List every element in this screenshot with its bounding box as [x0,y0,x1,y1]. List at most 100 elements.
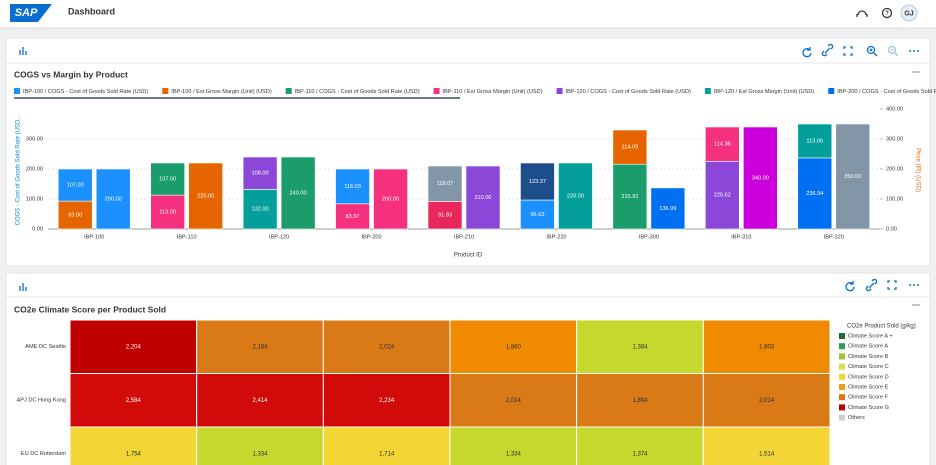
shell-bar [0,0,936,28]
bar-segment [705,161,740,230]
y2-tick-label: 100.00 [886,196,903,202]
y2-axis-title: Price (IR) (USD) [914,148,920,192]
cell-label: 1,860 [506,344,522,350]
heat-cell [576,373,704,428]
x-tick-label: IBP-320 [824,234,844,240]
heat-cell [196,426,324,465]
legend-swatch [839,373,845,380]
bar-segment [797,123,833,159]
heat-cell [449,426,578,465]
value-label: 340.00 [752,175,769,181]
legend-swatch [839,343,845,350]
legend-swatch [828,88,835,94]
chart-icon[interactable] [19,47,27,55]
x-tick-label: IBP-120 [269,234,289,240]
legend-label: Climate Score A + [848,333,893,339]
legend-label: Climate Score B [848,354,889,360]
legend-swatch [839,404,845,411]
link-icon[interactable] [821,43,834,57]
bar-segment [835,123,871,230]
value-label: 114.38 [714,142,731,148]
legend-swatch [839,363,845,370]
avatar[interactable] [900,4,918,22]
avatar-initials[interactable]: GJ [904,10,913,17]
bar-segment [280,156,316,230]
x-tick-label: IBP-220 [546,234,566,240]
refresh-icon[interactable] [845,281,855,292]
bar-segment [705,126,740,162]
zoom-out-icon[interactable] [887,45,899,57]
heat-cell [449,319,578,374]
link-icon[interactable] [865,278,878,292]
bar-segment [335,168,370,205]
logo[interactable]: SAP [15,7,38,19]
row-label: APJ DC Hong Kong [17,398,66,404]
more-icon[interactable] [909,284,919,286]
x-tick-label: IBP-210 [454,234,474,240]
legend-label: IBP-110 / Est Gross Margin (Unit) (USD) [443,89,543,95]
value-label: 91.93 [438,213,452,219]
legend-label: IBP-120 / COGS - Cost of Goods Sold Rate… [566,89,691,95]
cell-label: 1,334 [506,451,522,457]
value-label: 350.00 [844,174,861,180]
value-label: 96.63 [530,212,544,218]
value-label: 123.37 [529,179,546,185]
bar-segment [612,129,648,165]
info-glyph: ? [885,11,889,17]
y-tick-label: 0.00 [32,226,43,232]
heat-cell [702,426,831,465]
value-label: 236.94 [806,191,823,197]
y-axis-title: COGS - Cost of Goods Sold Rate (USD... [16,114,22,225]
bar-segment [373,168,408,230]
zoom-in-icon[interactable] [866,45,878,57]
bar-segment [242,156,278,190]
expand-icon[interactable] [843,46,853,56]
x-tick-label: IBP-100 [84,234,104,240]
cell-label: 1,334 [252,451,268,457]
info-icon[interactable]: ? [881,7,893,19]
bar-segment [427,201,463,230]
legend-swatch [433,88,440,94]
heat-cell [702,319,831,374]
chart-icon[interactable] [19,283,27,291]
bar-segment [57,200,93,230]
legend-label: Climate Score G [848,405,889,411]
y2-tick-label: 200.00 [886,166,903,172]
legend-label: Climate Score A [848,344,888,350]
heat-cell [576,426,704,465]
cell-label: 2,584 [126,398,142,404]
value-label: 107.00 [159,177,176,183]
heat-cell [322,426,451,465]
y2-tick-label: 300.00 [886,136,903,142]
heat-cell [69,373,198,428]
expand-icon[interactable] [887,280,897,290]
value-label: 107.00 [67,183,84,189]
heat-cell [322,319,451,374]
help-icon[interactable] [856,10,868,17]
legend-swatch [14,88,20,94]
logo-shape[interactable] [10,4,52,22]
bar-segment [188,162,223,230]
value-label: 136.99 [659,206,676,212]
row-label: AME DC Seattle [25,344,66,350]
x-axis-title: Product ID [454,253,483,259]
legend-label: IBP-200 / COGS - Cost of Goods Sold Rate… [837,89,936,95]
cell-label: 1,714 [379,451,395,457]
value-label: 225.62 [714,193,731,199]
legend-swatch [704,88,711,94]
cell-label: 2,204 [126,344,142,350]
app-title: Dashboard [68,6,115,16]
heat-cell [702,373,831,428]
x-tick-label: IBP-200 [361,234,381,240]
bar-segment [520,162,555,201]
more-icon[interactable] [909,50,919,52]
legend-swatch [285,88,292,94]
refresh-icon[interactable] [802,47,812,58]
x-tick-label: IBP-110 [177,234,197,240]
value-label: 220.00 [197,193,214,199]
legend-label: Climate Score D [848,374,889,380]
legend-swatch [839,333,845,339]
legend-label: IBP-110 / COGS - Cost of Goods Sold Rate… [295,89,420,95]
